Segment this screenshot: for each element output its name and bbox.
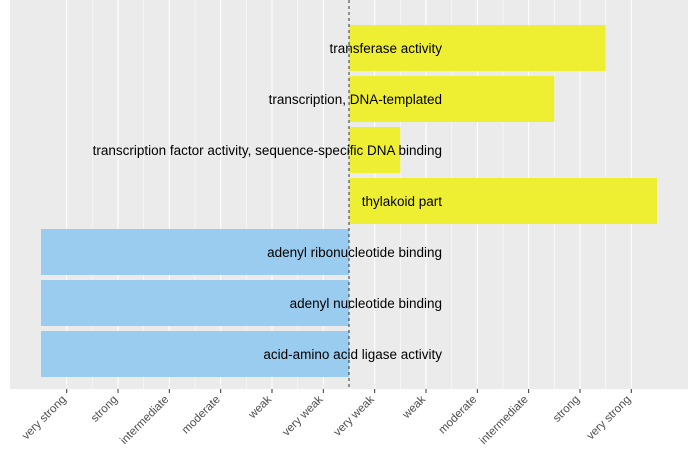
category-label: transferase activity xyxy=(329,41,442,56)
category-label: acid-amino acid ligase activity xyxy=(263,347,442,362)
x-tick-label: moderate xyxy=(437,394,480,437)
category-label: adenyl ribonucleotide binding xyxy=(267,245,442,260)
x-tick-label: weak xyxy=(400,393,428,421)
x-tick-label: very weak xyxy=(332,393,377,438)
x-tick-label: intermediate xyxy=(478,394,531,447)
bar-6 xyxy=(41,280,350,326)
bars xyxy=(41,25,657,377)
bar-3 xyxy=(349,127,401,173)
category-label: adenyl nucleotide binding xyxy=(290,296,442,311)
bar-2 xyxy=(349,76,555,122)
category-label: transcription factor activity, sequence-… xyxy=(93,143,442,158)
category-labels: transferase activity transcription, DNA-t… xyxy=(93,41,443,362)
bar-5 xyxy=(41,229,350,275)
x-tick-label: strong xyxy=(89,394,120,425)
bar-4 xyxy=(349,178,657,224)
bar-7 xyxy=(41,331,350,377)
x-tick-label: very strong xyxy=(20,394,69,443)
x-tick-label: weak xyxy=(246,393,274,421)
x-tick-label: very weak xyxy=(280,393,325,438)
category-label: transcription, DNA-templated xyxy=(269,92,442,107)
x-tick-label: moderate xyxy=(180,394,223,437)
x-tick-label: strong xyxy=(551,394,582,425)
x-tick-label: very strong xyxy=(585,394,634,443)
x-tick-label: intermediate xyxy=(118,394,171,447)
category-label: thylakoid part xyxy=(362,194,443,209)
bar-1 xyxy=(349,25,606,71)
